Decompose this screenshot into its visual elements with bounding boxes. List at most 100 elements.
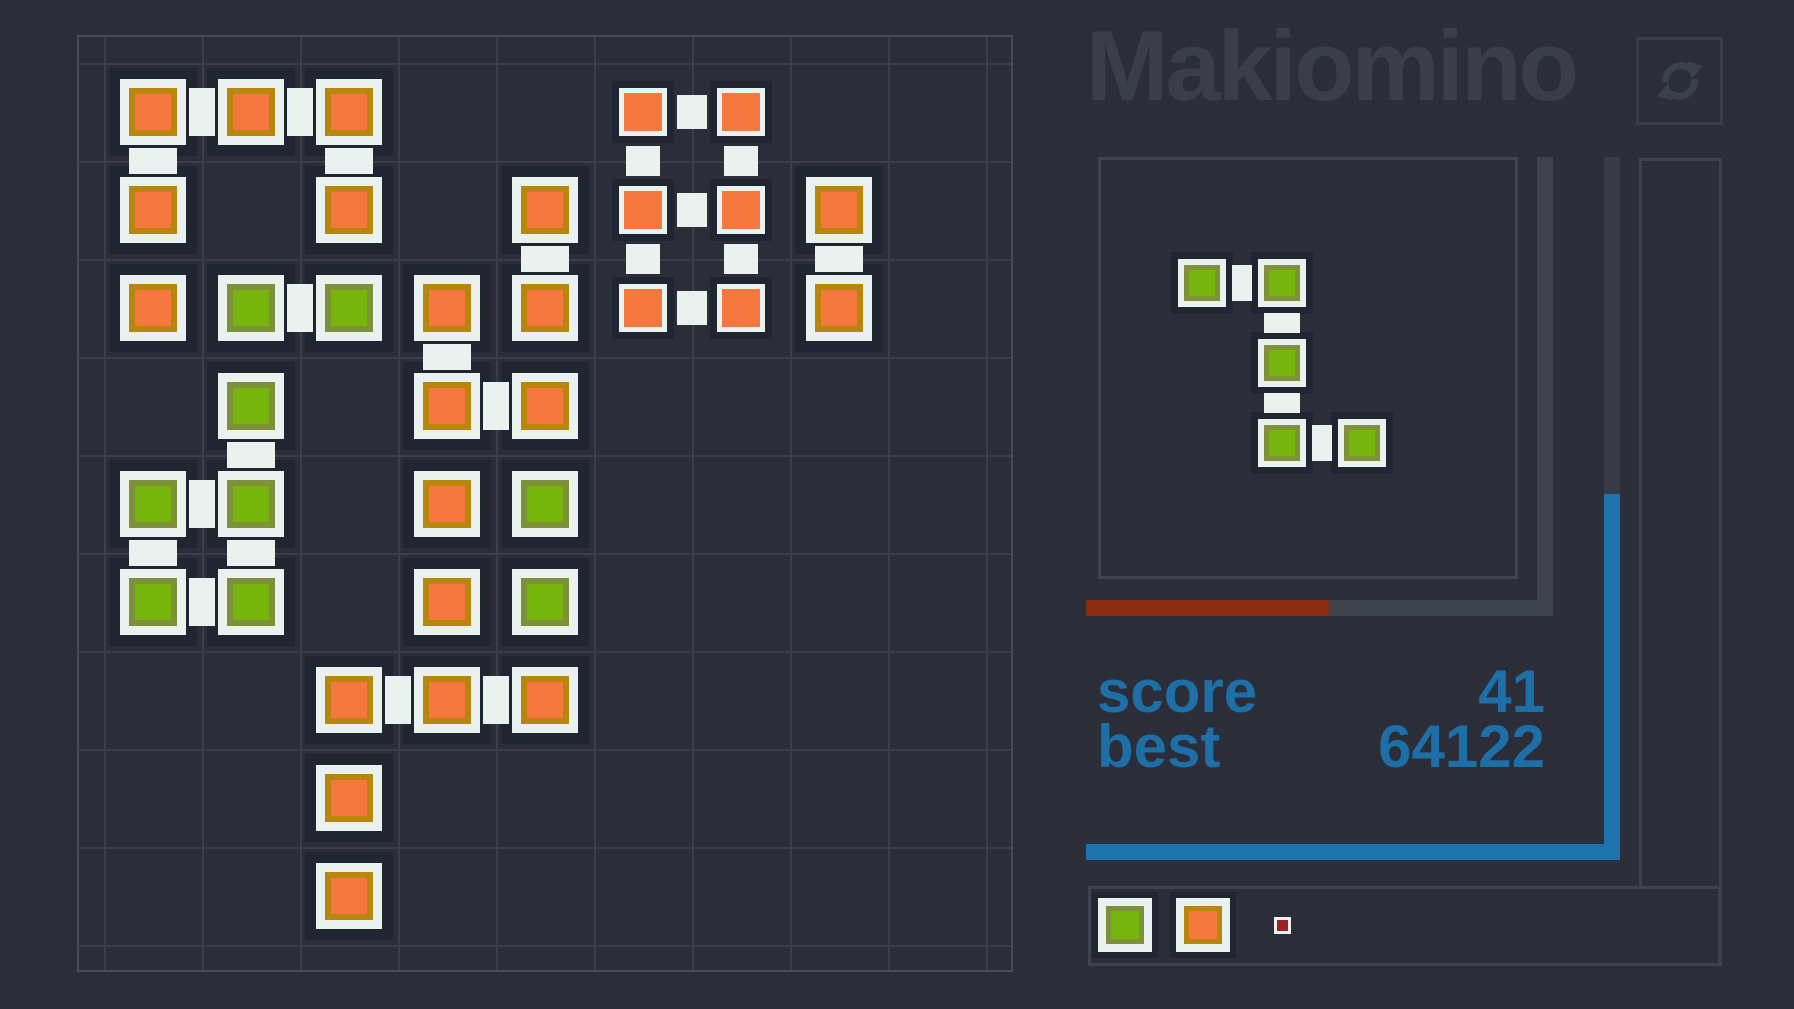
palette-marker: [1274, 917, 1291, 934]
tile-connector: [189, 480, 215, 528]
tile-color-square: [1184, 265, 1220, 301]
board-tile: [305, 852, 393, 940]
tile-connector: [677, 193, 707, 227]
board-tile: [109, 558, 197, 646]
tile-color-square: [521, 382, 569, 430]
tile-frame: [619, 284, 667, 332]
tile-color-square: [1344, 425, 1380, 461]
tile-color-square: [325, 872, 373, 920]
tile-color-square: [722, 289, 760, 327]
board-tile: [710, 179, 772, 241]
tile-color-square: [1264, 265, 1300, 301]
tile-frame: [512, 177, 578, 243]
tile-frame: [218, 275, 284, 341]
tile-frame: [512, 471, 578, 537]
tile-color-square: [325, 88, 373, 136]
tile-connector: [483, 382, 509, 430]
board-tile: [612, 277, 674, 339]
board-tile: [305, 68, 393, 156]
board-tile: [501, 460, 589, 548]
tile-color-square: [423, 578, 471, 626]
tile-frame: [717, 284, 765, 332]
tile-frame: [316, 79, 382, 145]
tile-color-square: [129, 88, 177, 136]
tile-frame: [414, 373, 480, 439]
tile-frame: [512, 373, 578, 439]
preview-tile: [1331, 412, 1393, 474]
frame-line-top: [1639, 158, 1722, 161]
tile-frame: [512, 275, 578, 341]
tile-connector: [724, 244, 758, 274]
refresh-icon: [1656, 61, 1703, 101]
board-tile: [109, 460, 197, 548]
level-progress-track: [1604, 157, 1620, 494]
tile-color-square: [521, 186, 569, 234]
tile-frame: [1258, 259, 1306, 307]
tile-frame: [218, 79, 284, 145]
tile-connector: [129, 148, 177, 174]
tile-frame: [316, 275, 382, 341]
tile-connector: [227, 540, 275, 566]
tile-frame: [414, 667, 480, 733]
tile-color-square: [521, 578, 569, 626]
tile-frame: [316, 667, 382, 733]
tile-frame: [316, 177, 382, 243]
board-tile: [710, 277, 772, 339]
tile-connector: [483, 676, 509, 724]
game-board[interactable]: [77, 35, 1013, 972]
tile-frame: [414, 275, 480, 341]
board-tile: [403, 460, 491, 548]
board-tile: [109, 166, 197, 254]
best-row: best 64122: [1097, 717, 1545, 777]
tile-frame: [717, 186, 765, 234]
tile-frame: [1258, 339, 1306, 387]
tile-connector: [189, 578, 215, 626]
tile-color-square: [423, 284, 471, 332]
board-tile: [710, 81, 772, 143]
tile-frame: [120, 471, 186, 537]
tile-connector: [724, 146, 758, 176]
next-piece-preview: [1098, 157, 1518, 579]
tile-connector: [1232, 265, 1252, 301]
tile-frame: [218, 373, 284, 439]
tile-color-square: [423, 382, 471, 430]
tile-connector: [325, 148, 373, 174]
tile-connector: [287, 284, 313, 332]
tile-connector: [521, 246, 569, 272]
tile-color-square: [227, 382, 275, 430]
tile-connector: [227, 442, 275, 468]
board-tile: [795, 166, 883, 254]
board-tile: [207, 264, 295, 352]
tile-color-square: [521, 480, 569, 528]
score-row: score 41: [1097, 662, 1545, 722]
tile-frame: [512, 569, 578, 635]
tile-color-square: [129, 578, 177, 626]
tile-frame: [619, 186, 667, 234]
tile-color-square: [325, 676, 373, 724]
tile-frame: [1338, 419, 1386, 467]
tile-frame: [120, 177, 186, 243]
board-tile: [305, 656, 393, 744]
board-tile: [109, 68, 197, 156]
tile-color-square: [624, 289, 662, 327]
tile-color-square: [325, 284, 373, 332]
tile-frame: [316, 765, 382, 831]
preview-tile: [1171, 252, 1233, 314]
tile-color-square: [1264, 345, 1300, 381]
board-tile: [305, 166, 393, 254]
palette-tile[interactable]: [1170, 892, 1236, 958]
score-block: score 41 best 64122: [1097, 662, 1545, 777]
tile-connector: [129, 540, 177, 566]
tile-connector: [423, 344, 471, 370]
tile-connector: [677, 291, 707, 325]
tile-color-square: [423, 676, 471, 724]
tile-color-square: [325, 186, 373, 234]
restart-button[interactable]: [1636, 37, 1723, 125]
palette-tile[interactable]: [1092, 892, 1158, 958]
preview-tile: [1251, 252, 1313, 314]
board-tile: [795, 264, 883, 352]
board-tile: [612, 81, 674, 143]
tile-color-square: [227, 284, 275, 332]
board-tile: [501, 558, 589, 646]
board-tile: [207, 68, 295, 156]
